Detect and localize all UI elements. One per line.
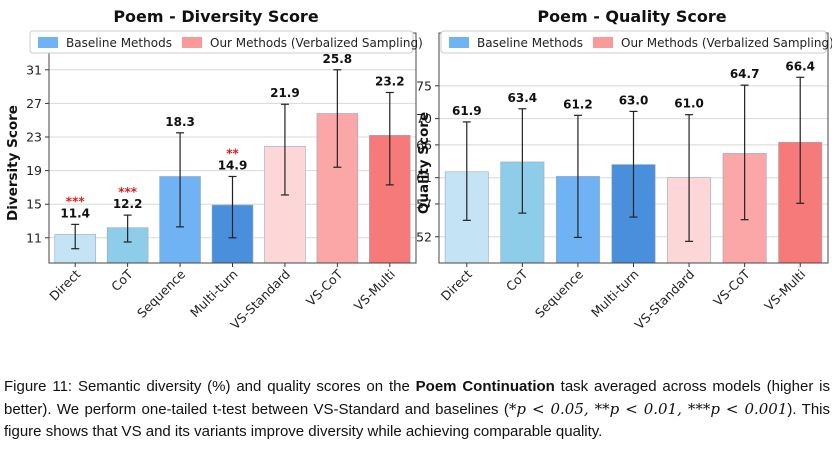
x-tick-label: Multi-turn — [588, 267, 642, 321]
legend-box — [29, 30, 414, 54]
x-tick-label: Sequence — [134, 266, 188, 320]
y-tick-label: 61 — [416, 170, 432, 185]
x-tick-label: VS-CoT — [303, 266, 346, 309]
data-label: 66.4 — [785, 59, 815, 73]
x-tick-label: Sequence — [532, 266, 586, 320]
bar-vs-cot — [316, 113, 359, 264]
chart-title: Poem - Diversity Score — [113, 7, 319, 26]
x-tick-label: CoT — [108, 266, 136, 294]
data-label: 18.3 — [165, 115, 195, 129]
caption-text-2: task averaged across models (higher is b… — [4, 378, 830, 418]
x-tick-label: CoT — [503, 266, 531, 294]
x-tick-label: Multi-turn — [187, 267, 241, 321]
x-tick-label: VS-Multi — [761, 267, 808, 314]
data-label: 61.9 — [452, 104, 482, 118]
legend-label-baseline: Baseline Methods — [66, 36, 172, 50]
legend-label-ours: Our Methods (Verbalized Sampling) — [210, 36, 423, 50]
legend-box — [440, 30, 827, 54]
charts-figure: Poem - Diversity Score 11 15 19 23 27 31 Divers… — [5, 7, 832, 332]
legend-swatch-baseline — [38, 37, 58, 48]
significance-marker: *** — [118, 185, 138, 199]
y-tick-label: 75 — [416, 78, 432, 93]
data-label: 14.9 — [218, 158, 248, 172]
data-label: 21.9 — [270, 86, 300, 100]
y-tick-label: 70 — [416, 111, 432, 126]
data-label: 12.2 — [113, 197, 143, 211]
y-tick-label: 27 — [26, 96, 42, 111]
y-axis-label: Diversity Score — [5, 105, 21, 221]
caption-text-3: ). This figure shows that VS and its var… — [4, 401, 830, 440]
legend-swatch-ours — [182, 37, 202, 48]
y-tick-label: 52 — [416, 229, 432, 244]
y-tick-label: 19 — [26, 163, 42, 178]
caption-sig-1: *p < 0.05, — [508, 400, 595, 418]
figure-caption: Figure 11: Semantic diversity (%) and qu… — [4, 376, 830, 443]
legend-label-baseline: Baseline Methods — [477, 36, 583, 50]
chart-panel-2: Poem - Quality Score 52 57 61 66 70 75 Quality … — [416, 7, 832, 332]
significance-marker: *** — [66, 194, 86, 208]
y-tick-label: 31 — [26, 62, 42, 77]
caption-sig-2: **p < 0.01, — [594, 400, 688, 418]
legend-swatch-ours — [593, 37, 613, 48]
data-label: 64.7 — [730, 67, 760, 81]
y-tick-label: 11 — [26, 230, 42, 245]
data-label: 63.0 — [619, 93, 649, 107]
data-label: 11.4 — [60, 206, 90, 220]
y-axis-label: Quality Score — [416, 112, 432, 214]
x-tick-label: Direct — [46, 266, 83, 303]
x-tick-label: VS-Standard — [632, 267, 698, 333]
data-label: 61.2 — [563, 97, 593, 111]
y-tick-label: 66 — [416, 137, 432, 152]
data-label: 25.8 — [323, 52, 353, 66]
legend-swatch-baseline — [449, 37, 469, 48]
y-tick-label: 57 — [416, 196, 432, 211]
x-tick-label: VS-Multi — [351, 267, 398, 314]
caption-label: Figure 11: — [4, 378, 73, 395]
data-label: 61.0 — [674, 97, 704, 111]
significance-marker: ** — [226, 146, 239, 160]
x-tick-label: VS-CoT — [710, 266, 753, 309]
y-tick-label: 15 — [26, 197, 42, 212]
data-label: 63.4 — [508, 91, 538, 105]
data-label: 23.2 — [375, 74, 405, 88]
caption-text-1: Semantic diversity (%) and quality score… — [77, 378, 410, 395]
y-tick-label: 23 — [26, 130, 42, 145]
x-tick-label: Direct — [438, 266, 475, 303]
caption-task: Poem Continuation — [415, 378, 555, 395]
chart-panel-1: Poem - Diversity Score 11 15 19 23 27 31 Divers… — [5, 7, 423, 332]
legend-label-ours: Our Methods (Verbalized Sampling) — [621, 36, 832, 50]
chart-title: Poem - Quality Score — [537, 7, 726, 26]
caption-sig-3: ***p < 0.001 — [687, 400, 788, 418]
